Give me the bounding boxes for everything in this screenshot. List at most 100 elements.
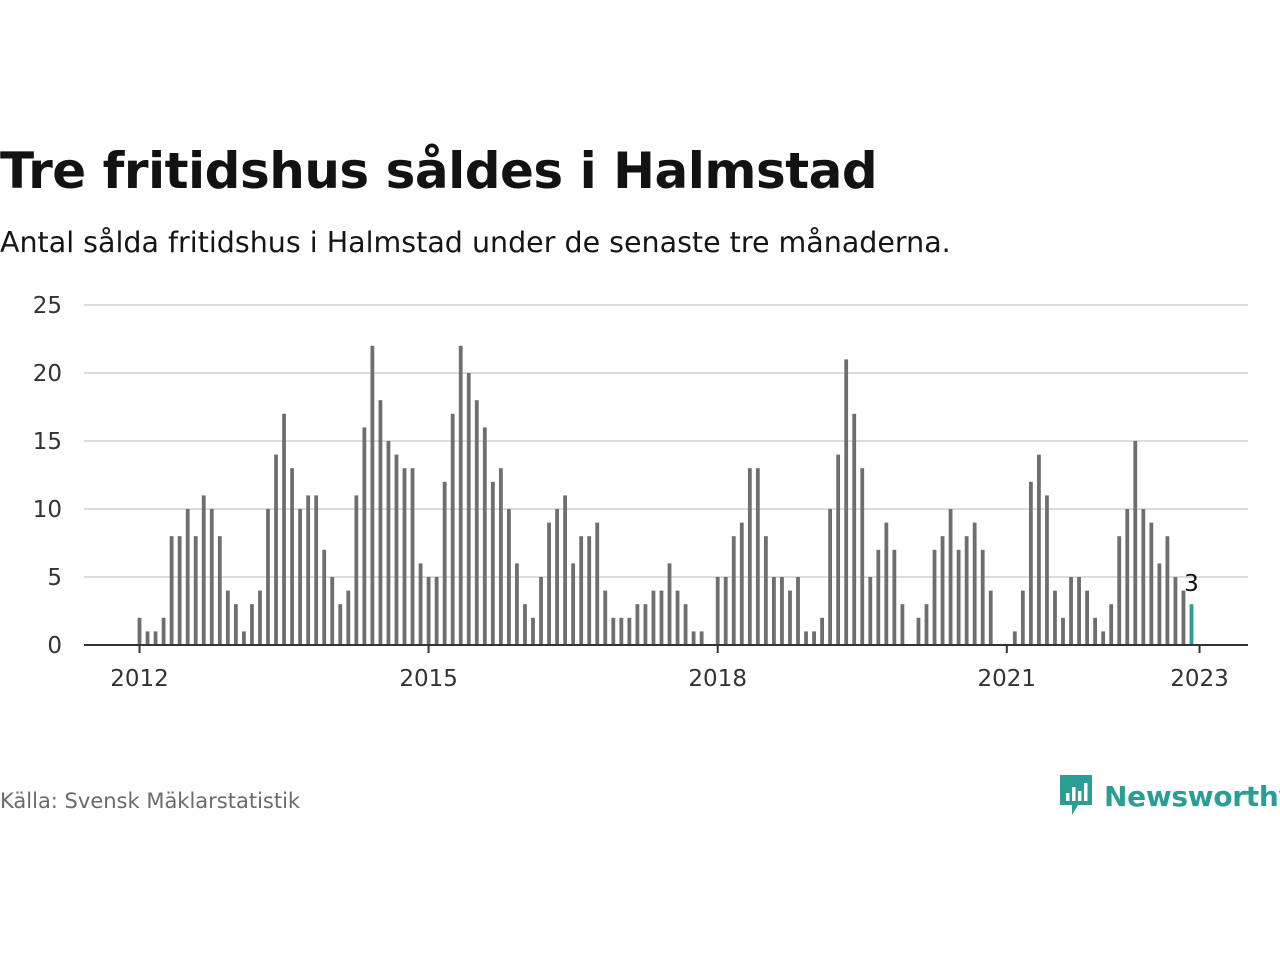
- bar: [980, 549, 985, 645]
- chart-title: Tre fritidshus såldes i Halmstad: [0, 142, 878, 200]
- bar: [209, 509, 214, 645]
- bar: [490, 481, 495, 645]
- x-tick-label: 2021: [978, 666, 1037, 692]
- bar: [217, 536, 222, 645]
- bar: [844, 359, 849, 645]
- bars: [137, 345, 1194, 645]
- y-tick-label: 0: [47, 633, 62, 659]
- bar: [442, 481, 447, 645]
- bar: [659, 590, 664, 645]
- bar: [498, 468, 503, 645]
- bar: [611, 617, 616, 645]
- bar: [370, 345, 375, 645]
- bar: [193, 536, 198, 645]
- y-tick-label: 15: [33, 429, 62, 455]
- bar: [185, 509, 190, 645]
- bar: [233, 604, 238, 645]
- bar: [1173, 577, 1178, 645]
- bar: [450, 413, 455, 645]
- bar: [876, 549, 881, 645]
- bar: [563, 495, 568, 645]
- bar: [1028, 481, 1033, 645]
- bar: [1020, 590, 1025, 645]
- bar: [1133, 441, 1138, 645]
- bar: [804, 631, 808, 645]
- bar: [715, 577, 720, 645]
- brand-name: Newsworthy: [1104, 779, 1280, 813]
- bar: [651, 590, 656, 645]
- bar: [225, 590, 230, 645]
- bar: [426, 577, 431, 645]
- source-note: Källa: Svensk Mäklarstatistik: [0, 789, 301, 813]
- bar: [1077, 577, 1081, 645]
- y-tick-label: 10: [33, 497, 62, 523]
- bar: [739, 522, 744, 645]
- bar: [547, 522, 551, 645]
- bar: [868, 577, 873, 645]
- bar: [338, 604, 343, 645]
- bar: [836, 454, 841, 645]
- bar: [1141, 509, 1146, 645]
- y-tick-label: 5: [47, 565, 62, 591]
- bar: [1045, 495, 1049, 645]
- bar: [201, 495, 206, 645]
- y-tick-label: 25: [33, 293, 62, 319]
- bar: [314, 495, 319, 645]
- bar: [772, 577, 776, 645]
- bar: [394, 454, 399, 645]
- bar: [555, 509, 559, 645]
- bar: [972, 522, 977, 645]
- highlight-bar: [1189, 604, 1194, 645]
- bar: [418, 563, 423, 645]
- bar: [266, 509, 270, 645]
- bar: [282, 413, 286, 645]
- bar: [466, 373, 471, 645]
- bar: [747, 468, 752, 645]
- bar: [531, 617, 535, 645]
- x-tick-label: 2018: [688, 666, 747, 692]
- bar: [354, 495, 359, 645]
- bar: [755, 468, 760, 645]
- bar: [177, 536, 182, 645]
- bar: [1157, 563, 1162, 645]
- bar: [1125, 509, 1130, 645]
- bar: [153, 631, 158, 645]
- bar: [458, 345, 463, 645]
- chart-subtitle: Antal sålda fritidshus i Halmstad under …: [0, 226, 951, 259]
- bar: [820, 617, 824, 645]
- bar: [145, 631, 150, 645]
- bar: [1109, 604, 1114, 645]
- bar: [932, 549, 937, 645]
- bar: [723, 577, 728, 645]
- bar: [346, 590, 351, 645]
- bar: [539, 577, 543, 645]
- bar: [306, 495, 311, 645]
- x-tick-label: 2015: [399, 666, 458, 692]
- y-tick-label: 20: [33, 361, 62, 387]
- bar: [643, 604, 648, 645]
- bar: [924, 604, 929, 645]
- bar: [860, 468, 865, 645]
- bar: [675, 590, 680, 645]
- bar: [1101, 631, 1106, 645]
- bar: [482, 427, 487, 645]
- bar: [362, 427, 367, 645]
- bar: [667, 563, 672, 645]
- bar: [274, 454, 278, 645]
- bar: [161, 617, 166, 645]
- x-tick-label: 2023: [1170, 666, 1229, 692]
- bar: [852, 413, 857, 645]
- bar: [627, 617, 632, 645]
- axes: 0 5 10 15 20 25 2012 2015 2018 2021 2023 3: [33, 293, 1248, 692]
- brand-logo[interactable]: Newsworthy: [1058, 772, 1280, 820]
- bar: [1117, 536, 1122, 645]
- bar: [900, 604, 905, 645]
- bar: [434, 577, 439, 645]
- bar: [386, 441, 391, 645]
- bar: [474, 400, 479, 645]
- bar: [1165, 536, 1170, 645]
- bar: [988, 590, 993, 645]
- bar: [1061, 617, 1065, 645]
- bar: [523, 604, 527, 645]
- bar: [1093, 617, 1098, 645]
